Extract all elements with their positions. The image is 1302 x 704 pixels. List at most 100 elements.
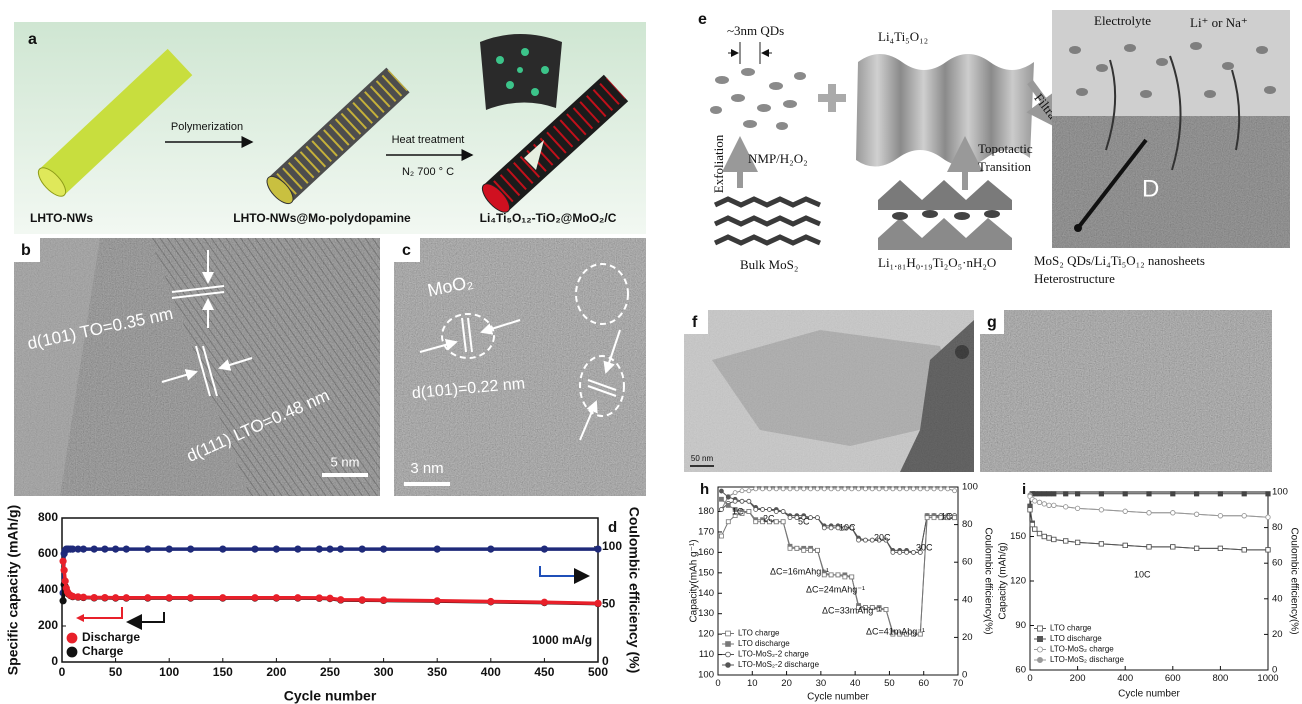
y2-tick-label: 40 <box>962 594 973 605</box>
label: NMP/H₂O₂ <box>748 151 808 166</box>
data-point <box>1032 498 1038 504</box>
data-point <box>863 537 868 543</box>
x-tick-label: 250 <box>320 665 340 679</box>
data-point <box>849 486 855 492</box>
label: ~3nm QDs <box>727 23 784 38</box>
data-point <box>725 494 731 500</box>
data-point <box>594 599 602 607</box>
data-point <box>746 509 752 514</box>
data-point <box>1051 491 1057 497</box>
legend-marker <box>1037 646 1044 653</box>
scale-label: 3 nm <box>410 460 443 477</box>
y-tick-label: 120 <box>698 629 714 640</box>
data-point <box>165 545 173 553</box>
y2-axis-title: Coulombic efficiency(%) <box>982 527 993 634</box>
data-point <box>869 605 875 610</box>
y-tick-label: 0 <box>51 654 58 668</box>
data-point <box>1217 513 1224 519</box>
panel-letter: b <box>21 242 31 259</box>
y-tick-label: 200 <box>38 618 58 632</box>
data-point <box>828 572 834 578</box>
data-point <box>251 594 259 602</box>
data-point <box>732 490 738 496</box>
x-tick-label: 150 <box>213 665 233 679</box>
data-point <box>1063 538 1069 544</box>
x-tick-label: 1000 <box>1257 673 1278 684</box>
y-axis-title: Specific capacity (mAh/g) <box>5 505 21 675</box>
data-point <box>924 486 930 492</box>
data-point <box>1063 491 1069 497</box>
x-axis-title: Cycle number <box>807 692 869 703</box>
letter-box <box>684 310 708 334</box>
data-point <box>540 598 549 606</box>
data-point <box>1036 530 1043 537</box>
condition-label: N₂ 700 ° C <box>402 166 454 178</box>
data-point <box>101 545 109 553</box>
data-point <box>1194 511 1200 517</box>
label: Topotactic <box>978 141 1033 156</box>
x-axis-title: Cycle number <box>1118 689 1180 700</box>
data-point <box>835 486 841 492</box>
data-point <box>1194 491 1200 497</box>
dashed-circle <box>441 313 495 359</box>
data-point <box>931 515 937 521</box>
y2-tick-label: 60 <box>962 557 973 568</box>
y-tick-label: 600 <box>38 546 58 560</box>
panel-c: c MoO₂ d(101)=0.22 nm 3 nm <box>394 238 646 496</box>
data-point <box>79 593 88 601</box>
data-point <box>760 507 765 512</box>
data-point <box>1241 547 1247 553</box>
data-point <box>835 525 841 531</box>
arrow <box>603 329 621 374</box>
y-tick-label: 120 <box>1010 576 1026 587</box>
data-point <box>90 545 98 553</box>
data-point <box>780 509 786 514</box>
fringe-marker <box>171 291 225 299</box>
arrow <box>419 338 458 353</box>
data-point <box>326 594 334 602</box>
annotation: 1C <box>941 511 953 521</box>
chart: 0 200 400 600 800 1000 60 90 120 150 0 20 40 60 80 100 C… <box>998 481 1300 700</box>
data-point <box>938 515 944 521</box>
data-point <box>1041 533 1047 540</box>
x-tick-label: 200 <box>1070 673 1086 684</box>
panel-letter: g <box>987 314 997 331</box>
arrow <box>579 400 598 441</box>
scale-label: 5 nm <box>331 454 360 469</box>
data-point <box>122 594 130 602</box>
x-tick-label: 60 <box>918 678 929 689</box>
arrow <box>126 612 165 630</box>
data-point <box>773 509 779 514</box>
data-point <box>917 549 923 555</box>
y-axis-title: Capacity(mAh g⁻¹) <box>689 539 700 622</box>
y-axis-title: Capacity (mAh/g) <box>998 542 1009 619</box>
layer-noise <box>1052 116 1290 248</box>
y-tick-label: 150 <box>1010 531 1026 542</box>
data-point <box>773 486 779 492</box>
y2-tick-label: 100 <box>962 482 978 493</box>
data-point <box>773 519 779 525</box>
data-point <box>79 545 88 553</box>
data-point <box>1170 544 1176 550</box>
legend-marker <box>725 662 731 668</box>
y2-tick-label: 40 <box>1272 593 1283 604</box>
data-point <box>849 525 855 531</box>
label: D <box>1142 175 1159 202</box>
data-point <box>1098 491 1104 497</box>
data-point <box>1265 491 1271 497</box>
letter-box <box>394 238 420 262</box>
legend-marker <box>725 630 731 637</box>
data-point <box>101 593 109 602</box>
y2-tick-label: 20 <box>962 632 973 643</box>
data-point <box>739 488 745 494</box>
bright-region <box>14 238 100 496</box>
y-tick-label: 130 <box>698 608 714 619</box>
data-point <box>904 631 909 637</box>
data-point <box>315 594 323 602</box>
data-point <box>808 486 813 492</box>
data-point <box>433 597 441 605</box>
data-point <box>1241 491 1247 497</box>
arrow <box>218 357 253 371</box>
